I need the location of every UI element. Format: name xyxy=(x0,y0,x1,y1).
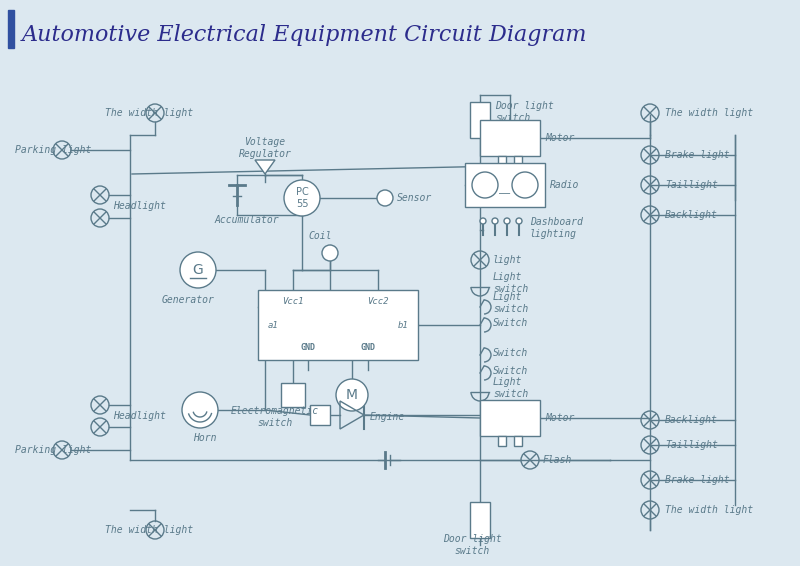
Bar xyxy=(465,163,545,207)
Text: Brake light: Brake light xyxy=(665,150,730,160)
Text: The width light: The width light xyxy=(665,108,753,118)
Text: Light
switch: Light switch xyxy=(493,377,528,399)
Text: light: light xyxy=(493,255,522,265)
Circle shape xyxy=(322,245,338,261)
Text: Brake light: Brake light xyxy=(665,475,730,485)
Circle shape xyxy=(182,392,218,428)
Text: Horn: Horn xyxy=(194,433,217,443)
Bar xyxy=(514,436,522,446)
Text: Parking light: Parking light xyxy=(15,445,91,455)
Text: Radio: Radio xyxy=(550,180,579,190)
Circle shape xyxy=(336,379,368,411)
Text: Light
switch: Light switch xyxy=(493,292,528,314)
Text: GND: GND xyxy=(301,344,315,353)
Text: The width light: The width light xyxy=(105,525,193,535)
Circle shape xyxy=(480,218,486,224)
Bar xyxy=(498,156,506,166)
Text: Backlight: Backlight xyxy=(665,210,718,220)
Text: Taillight: Taillight xyxy=(665,440,718,450)
Text: Light
switch: Light switch xyxy=(493,272,528,294)
Text: Accumulator: Accumulator xyxy=(215,215,280,225)
Text: Automotive Electrical Equipment Circuit Diagram: Automotive Electrical Equipment Circuit … xyxy=(22,24,587,46)
Circle shape xyxy=(504,218,510,224)
Text: Motor: Motor xyxy=(545,133,574,143)
Text: Backlight: Backlight xyxy=(665,415,718,425)
Text: Electromagnetic
switch: Electromagnetic switch xyxy=(231,406,319,428)
Text: The width light: The width light xyxy=(105,108,193,118)
Circle shape xyxy=(180,252,216,288)
Text: Vcc1: Vcc1 xyxy=(282,298,304,307)
Text: Flash: Flash xyxy=(543,455,572,465)
Bar xyxy=(514,156,522,166)
Bar xyxy=(310,405,330,425)
Polygon shape xyxy=(255,160,275,174)
Circle shape xyxy=(512,172,538,198)
Bar xyxy=(480,400,540,436)
Text: Headlight: Headlight xyxy=(113,411,166,421)
Bar xyxy=(470,102,490,138)
Text: M: M xyxy=(346,388,358,402)
Text: Taillight: Taillight xyxy=(665,180,718,190)
Text: Headlight: Headlight xyxy=(113,201,166,211)
Circle shape xyxy=(492,218,498,224)
Text: ―: ― xyxy=(499,188,510,198)
Text: G: G xyxy=(193,263,203,277)
Text: Generator: Generator xyxy=(162,295,214,305)
Text: Vcc2: Vcc2 xyxy=(367,298,389,307)
Text: a1: a1 xyxy=(268,320,278,329)
Text: Parking light: Parking light xyxy=(15,145,91,155)
Text: Door light
switch: Door light switch xyxy=(442,534,502,556)
Text: Switch: Switch xyxy=(493,366,528,376)
Circle shape xyxy=(377,190,393,206)
Bar xyxy=(281,383,305,407)
Text: GND: GND xyxy=(361,344,375,353)
Text: Door light
switch: Door light switch xyxy=(495,101,554,123)
Circle shape xyxy=(284,180,320,216)
Text: Coil: Coil xyxy=(308,231,332,241)
Circle shape xyxy=(472,172,498,198)
Bar xyxy=(8,10,14,48)
Text: b1: b1 xyxy=(398,320,408,329)
Text: Engine: Engine xyxy=(370,412,406,422)
Text: PC
55: PC 55 xyxy=(296,187,308,209)
Text: Switch: Switch xyxy=(493,318,528,328)
Bar xyxy=(480,120,540,156)
Text: Motor: Motor xyxy=(545,413,574,423)
Text: Switch: Switch xyxy=(493,348,528,358)
Text: The width light: The width light xyxy=(665,505,753,515)
Text: Sensor: Sensor xyxy=(397,193,432,203)
Bar xyxy=(498,436,506,446)
Text: Dashboard
lighting: Dashboard lighting xyxy=(530,217,583,239)
Bar xyxy=(470,502,490,538)
Bar xyxy=(258,290,418,360)
Text: Voltage
Regulator: Voltage Regulator xyxy=(238,137,291,159)
Circle shape xyxy=(516,218,522,224)
